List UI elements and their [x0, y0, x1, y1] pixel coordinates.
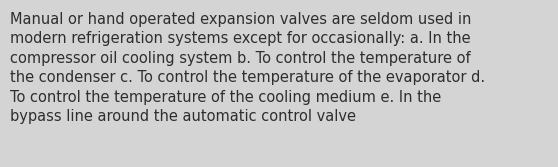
Text: Manual or hand operated expansion valves are seldom used in
modern refrigeration: Manual or hand operated expansion valves…: [10, 12, 485, 124]
